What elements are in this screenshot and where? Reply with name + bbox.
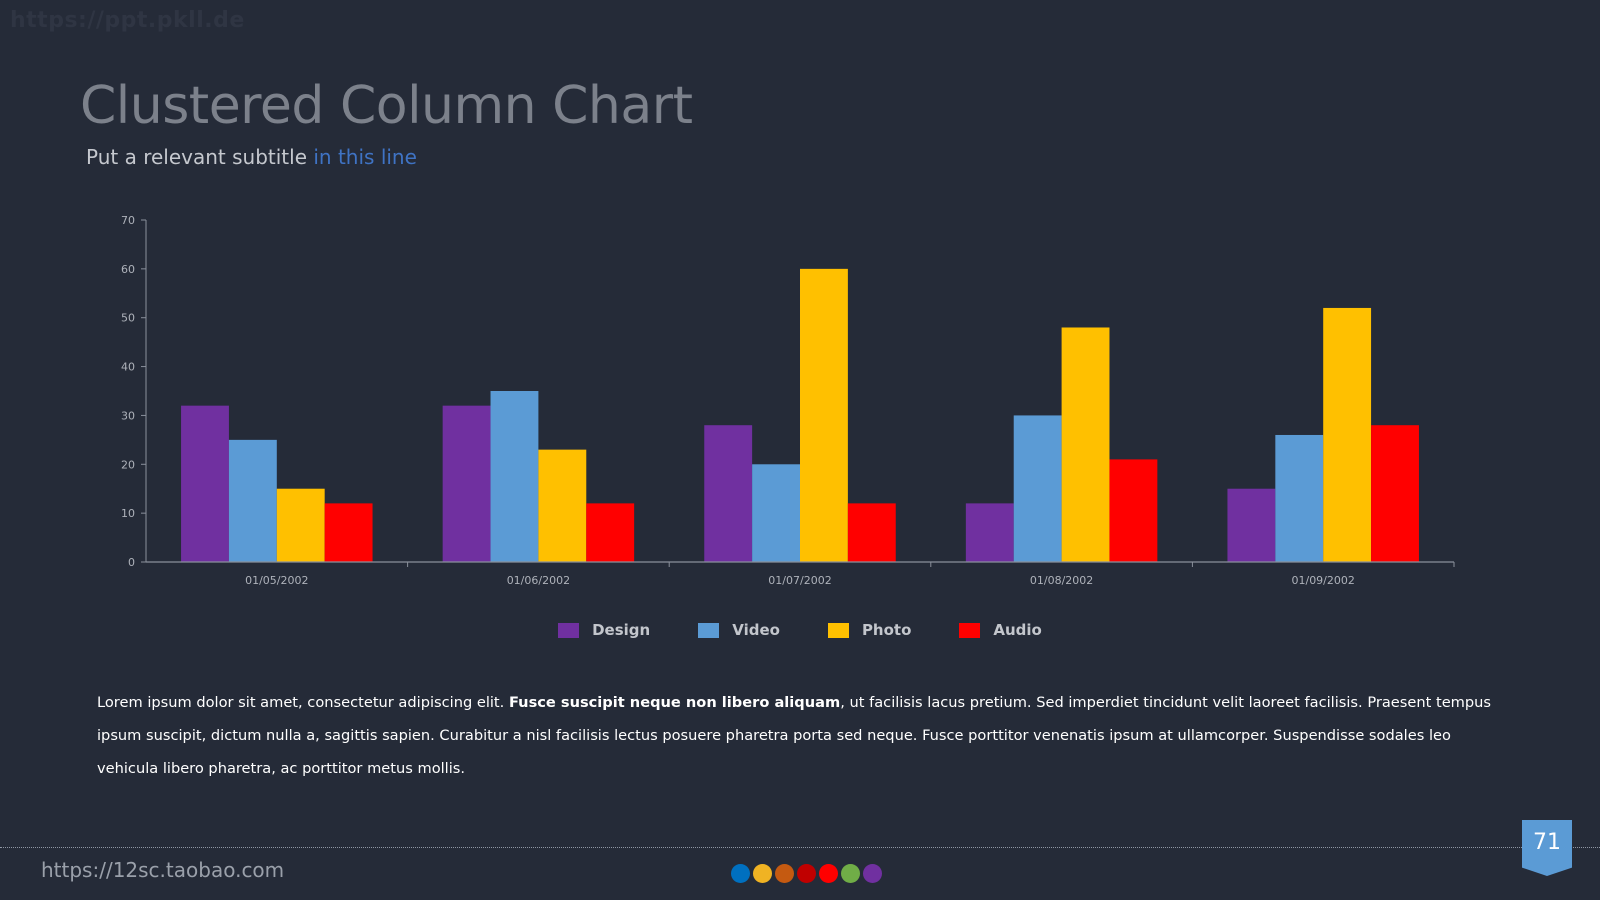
y-tick-label: 70 xyxy=(121,214,135,227)
y-tick-label: 10 xyxy=(121,507,135,520)
y-tick-label: 0 xyxy=(128,556,135,569)
legend-swatch xyxy=(827,622,849,638)
legend-item-design: Design xyxy=(558,618,650,642)
color-dot xyxy=(753,864,772,883)
bar-audio xyxy=(1109,459,1158,562)
body-text-bold: Fusce suscipit neque non libero aliquam xyxy=(508,694,841,711)
x-tick-label: 01/05/2002 xyxy=(245,574,308,587)
bar-photo xyxy=(538,449,587,562)
bar-video xyxy=(752,464,800,562)
legend-item-audio: Audio xyxy=(959,618,1042,642)
subtitle-plain-text: Put a relevant subtitle xyxy=(86,145,314,169)
legend-label: Video xyxy=(732,621,780,639)
legend-swatch xyxy=(698,622,720,638)
bar-design xyxy=(181,405,229,562)
footer-url: https://12sc.taobao.com xyxy=(41,858,285,882)
chart-legend: Design Video Photo Audio xyxy=(0,618,1600,642)
y-tick-label: 30 xyxy=(121,409,135,422)
body-text-end: , ut facilisis lacus pretium. Sed imperd… xyxy=(97,694,1492,777)
legend-label: Design xyxy=(592,621,651,639)
body-paragraph: Lorem ipsum dolor sit amet, consectetur … xyxy=(97,686,1509,785)
legend-item-photo: Photo xyxy=(827,618,912,642)
bar-audio xyxy=(1371,425,1419,562)
legend-label: Photo xyxy=(861,621,912,639)
bar-design xyxy=(1227,488,1276,562)
footer-divider xyxy=(0,847,1600,848)
color-dot xyxy=(819,864,838,883)
y-tick-label: 50 xyxy=(121,312,135,325)
legend-item-video: Video xyxy=(698,618,780,642)
watermark-text: https://ppt.pkll.de xyxy=(10,8,245,33)
slide-subtitle: Put a relevant subtitle in this line xyxy=(86,145,417,169)
page-number-badge: 71 xyxy=(1522,820,1572,876)
footer-color-dots xyxy=(731,864,882,883)
color-dot xyxy=(797,864,816,883)
color-dot xyxy=(841,864,860,883)
x-tick-label: 01/09/2002 xyxy=(1291,574,1354,587)
legend-swatch xyxy=(558,622,580,638)
bar-photo xyxy=(1061,327,1110,562)
bar-audio xyxy=(324,503,373,562)
bar-photo xyxy=(276,488,325,562)
color-dot xyxy=(731,864,750,883)
bar-video xyxy=(1275,434,1324,562)
legend-swatch xyxy=(959,622,981,638)
bar-video xyxy=(228,439,277,562)
bar-photo xyxy=(1323,307,1372,562)
bar-audio xyxy=(847,503,896,562)
x-tick-label: 01/08/2002 xyxy=(1030,574,1093,587)
bar-design xyxy=(442,405,491,562)
body-text-start: Lorem ipsum dolor sit amet, consectetur … xyxy=(97,694,509,711)
color-dot xyxy=(775,864,794,883)
legend-label: Audio xyxy=(993,621,1042,639)
y-tick-label: 20 xyxy=(121,458,135,471)
bar-design xyxy=(965,503,1014,562)
x-tick-label: 01/06/2002 xyxy=(507,574,570,587)
x-tick-label: 01/07/2002 xyxy=(768,574,831,587)
slide-title: Clustered Column Chart xyxy=(80,76,693,136)
bar-audio xyxy=(586,503,635,562)
bar-photo xyxy=(800,268,848,562)
bar-design xyxy=(704,425,753,562)
color-dot xyxy=(863,864,882,883)
bar-video xyxy=(490,391,539,562)
clustered-column-chart: 0 10 20 30 40 50 60 70 01/05/2002 01/06/2002 01/07… xyxy=(121,214,1455,587)
y-tick-label: 40 xyxy=(121,361,135,374)
y-tick-label: 60 xyxy=(121,263,135,276)
subtitle-accent-text: in this line xyxy=(313,145,417,169)
bar-video xyxy=(1013,415,1062,562)
